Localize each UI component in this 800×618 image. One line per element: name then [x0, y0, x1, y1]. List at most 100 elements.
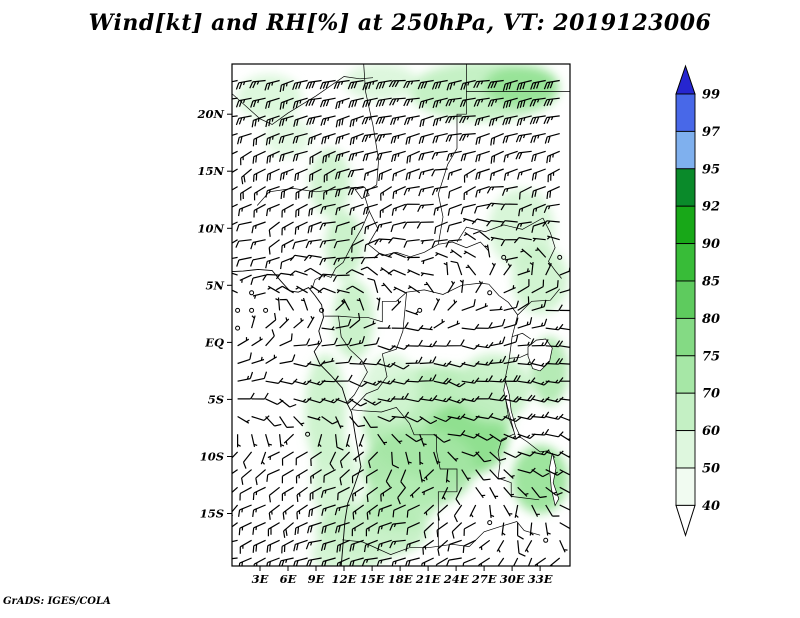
wind-barb [391, 203, 406, 216]
wind-barb [279, 168, 294, 181]
wind-barb [432, 133, 448, 144]
wind-barb [319, 79, 336, 90]
wind-barb [266, 168, 280, 182]
wind-barb [232, 79, 238, 83]
chart-title: Wind[kt] and RH[%] at 250hPa, VT: 201912… [88, 10, 712, 36]
country-border [382, 292, 407, 355]
wind-barb [388, 79, 406, 88]
colorbar-boundary-label: 70 [702, 387, 720, 402]
wind-barb [391, 392, 409, 400]
wind-barb [529, 262, 534, 276]
wind-barb [237, 352, 252, 365]
wind-barb [419, 395, 438, 402]
lon-tick-label: 27E [471, 572, 497, 586]
wind-barb [300, 297, 309, 311]
wind-barb [387, 269, 406, 276]
wind-barb [503, 317, 519, 329]
wind-barb [545, 486, 563, 496]
lat-tick-label: 5N [205, 278, 224, 292]
wind-barb [531, 339, 549, 347]
wind-barb [335, 434, 344, 451]
wind-barb [335, 522, 350, 534]
wind-barb [449, 249, 463, 258]
wind-barb [279, 298, 295, 311]
wind-barb [503, 334, 519, 347]
wind-barb [337, 486, 350, 501]
country-border [382, 282, 489, 302]
wind-barb [333, 256, 350, 266]
calm-wind-symbol [249, 290, 255, 296]
coastline [232, 268, 362, 566]
wind-barb [484, 244, 491, 258]
wind-barb [377, 539, 392, 552]
wind-barb [478, 557, 491, 566]
wind-barb [545, 323, 564, 331]
wind-barb [502, 115, 518, 126]
wind-barb [545, 280, 559, 294]
wind-barb [379, 267, 393, 276]
wind-barb [391, 433, 403, 445]
wind-barb [292, 239, 308, 250]
wind-barb [333, 239, 350, 249]
wind-barb [417, 203, 434, 213]
wind-barb [446, 221, 462, 233]
wind-barb [393, 286, 406, 294]
wind-barb [545, 504, 560, 517]
wind-barb [377, 361, 396, 368]
wind-barb [547, 168, 560, 183]
lon-tick-label: 9E [308, 572, 325, 586]
wind-barb [475, 392, 493, 400]
wind-barb [240, 150, 252, 166]
wind-barb [447, 361, 466, 368]
wind-barb [544, 133, 560, 144]
wind-barb [266, 150, 280, 164]
wind-barb [238, 203, 252, 217]
wind-barb [364, 239, 378, 252]
wind-barb [423, 469, 435, 481]
colorbar-segment [675, 317, 696, 357]
wind-barb [461, 323, 480, 331]
wind-barb [335, 203, 350, 216]
country-border [511, 332, 531, 340]
wind-barb [421, 486, 434, 496]
lat-tick-label: 10N [197, 221, 224, 235]
wind-barb [348, 150, 364, 162]
calm-wind-symbol [501, 254, 507, 260]
wind-barb [418, 168, 434, 180]
wind-barb [433, 339, 451, 347]
wind-barb [475, 433, 494, 441]
wind-barb [392, 504, 406, 518]
wind-barb [241, 168, 252, 185]
wind-barb [240, 186, 252, 201]
wind-barb [546, 150, 560, 164]
wind-barb [529, 115, 546, 125]
lon-tick-label: 33E [528, 572, 553, 586]
wind-barb [352, 504, 365, 520]
wind-barb [336, 539, 350, 553]
wind-barb [462, 217, 476, 223]
wind-barb [391, 411, 410, 419]
wind-barb [489, 487, 499, 499]
wind-barb [431, 186, 448, 196]
wind-barb [345, 434, 351, 448]
wind-barb [242, 451, 253, 469]
wind-barb [517, 317, 533, 329]
wind-barb [559, 522, 570, 530]
wind-barb [310, 451, 322, 467]
wind-barb [375, 79, 392, 90]
wind-barb [280, 256, 294, 270]
wind-barb [463, 232, 477, 241]
wind-barb [423, 522, 435, 539]
wind-barb [292, 133, 308, 144]
lon-tick-label: 24E [443, 572, 469, 586]
wind-barb [515, 221, 532, 231]
wind-barb [543, 115, 560, 125]
wind-barb [446, 79, 462, 91]
wind-barb [363, 416, 378, 428]
wind-barb [516, 97, 532, 109]
wind-barb [295, 451, 308, 466]
wind-barb [335, 221, 350, 233]
wind-barb [238, 504, 252, 517]
wind-barb [419, 469, 426, 483]
wind-barb [391, 451, 400, 469]
